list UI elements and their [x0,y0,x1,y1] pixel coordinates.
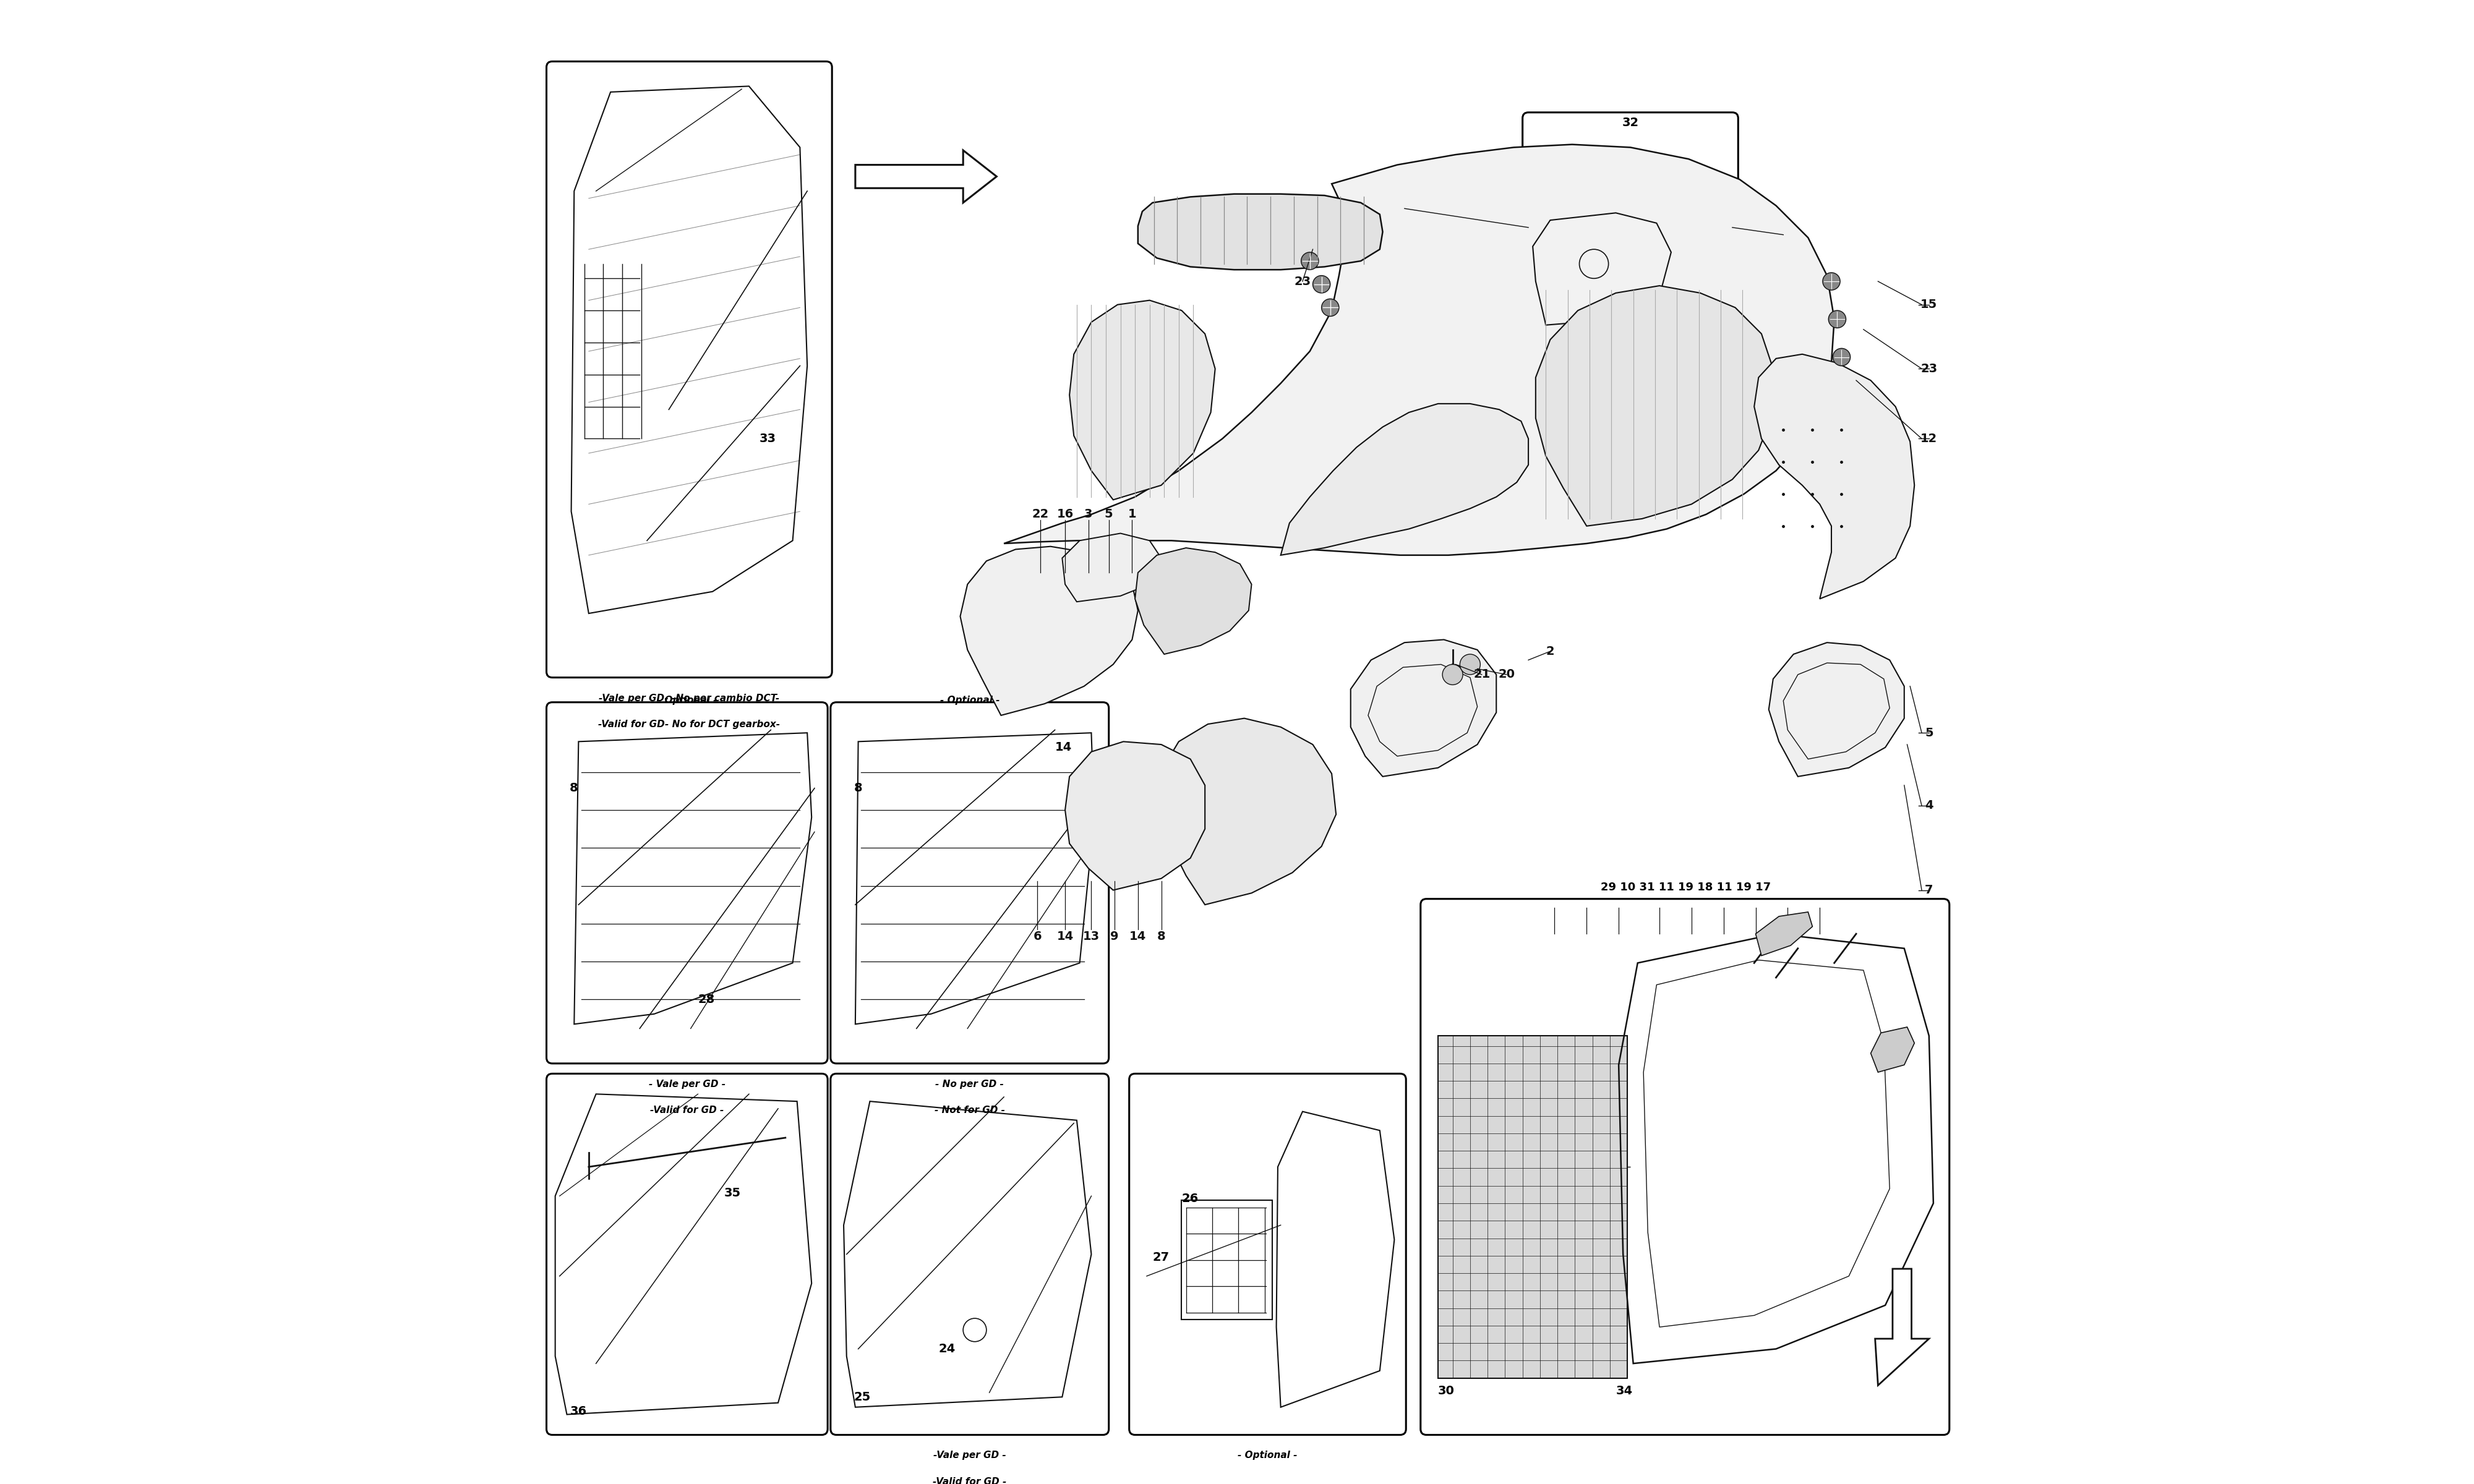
Text: 32: 32 [1623,117,1638,129]
Polygon shape [1069,300,1215,500]
Circle shape [1314,276,1331,292]
FancyBboxPatch shape [1420,899,1950,1435]
FancyBboxPatch shape [831,702,1108,1064]
Circle shape [1460,654,1479,675]
Text: 29 10 31 11 19 18 11 19 17: 29 10 31 11 19 18 11 19 17 [1601,881,1771,893]
FancyBboxPatch shape [547,1073,829,1435]
Text: 6: 6 [1034,930,1042,942]
Text: 5: 5 [1103,509,1113,521]
Text: 22: 22 [1032,509,1049,521]
Bar [1183,1201,1272,1319]
Text: 15: 15 [1920,298,1937,310]
Polygon shape [1536,286,1774,525]
Polygon shape [1282,404,1529,555]
Polygon shape [1136,548,1252,654]
Text: 23: 23 [1294,276,1311,288]
Text: 7: 7 [1925,884,1932,896]
Circle shape [1321,298,1338,316]
Circle shape [1833,349,1851,367]
Polygon shape [1138,194,1383,270]
Bar [1437,1036,1628,1379]
Text: 9: 9 [1111,930,1118,942]
Circle shape [1301,252,1319,270]
Text: - Not for GD -: - Not for GD - [935,1106,1004,1114]
Polygon shape [1004,144,1833,555]
Text: 4: 4 [1925,800,1932,812]
Text: -Valid for GD -: -Valid for GD - [651,1106,725,1114]
Text: 8: 8 [854,782,863,794]
Text: 28: 28 [698,993,715,1005]
Polygon shape [1160,718,1336,905]
Circle shape [1442,665,1462,684]
Text: 16: 16 [1056,509,1074,521]
Polygon shape [1066,742,1205,890]
Text: 24: 24 [938,1343,955,1355]
Text: 33: 33 [760,433,777,445]
Text: 34: 34 [1616,1385,1633,1396]
Text: 13: 13 [1084,930,1101,942]
Text: 36: 36 [569,1405,586,1417]
Polygon shape [1351,640,1497,776]
Polygon shape [856,150,997,203]
Polygon shape [1870,1027,1915,1073]
Text: 14: 14 [1056,930,1074,942]
Text: 14: 14 [1131,930,1145,942]
Polygon shape [1769,643,1905,776]
Text: - Optional -: - Optional - [1237,1451,1296,1460]
Text: - Optional -: - Optional - [940,696,999,705]
Text: - No per GD -: - No per GD - [935,1079,1004,1089]
Text: 14: 14 [1054,742,1071,754]
Text: 8: 8 [569,782,579,794]
Circle shape [1823,273,1841,289]
Text: -Valid for GD- No for DCT gearbox-: -Valid for GD- No for DCT gearbox- [599,720,779,729]
Text: 25: 25 [854,1391,871,1402]
Text: 1: 1 [1128,509,1136,521]
Text: 20: 20 [1499,669,1514,681]
Text: 21: 21 [1475,669,1489,681]
FancyBboxPatch shape [831,1073,1108,1435]
Text: -Valid for GD -: -Valid for GD - [933,1477,1007,1484]
FancyBboxPatch shape [547,61,831,678]
Circle shape [1828,310,1846,328]
Polygon shape [1754,355,1915,600]
Text: 26: 26 [1183,1193,1197,1205]
Polygon shape [1757,913,1813,956]
Text: 23: 23 [1920,364,1937,374]
FancyBboxPatch shape [1128,1073,1405,1435]
FancyBboxPatch shape [547,702,829,1064]
Text: 12: 12 [1920,433,1937,445]
Polygon shape [1061,533,1160,603]
Text: 30: 30 [1437,1385,1455,1396]
Polygon shape [1875,1269,1930,1386]
Text: 2: 2 [1546,646,1554,657]
Text: 27: 27 [1153,1251,1170,1263]
Text: 3: 3 [1084,509,1094,521]
Polygon shape [960,546,1138,715]
Text: - Optional -: - Optional - [658,696,717,705]
Text: - Vale per GD -: - Vale per GD - [648,1079,725,1089]
Text: 5: 5 [1925,727,1932,739]
Text: 8: 8 [1158,930,1165,942]
FancyBboxPatch shape [1522,113,1739,343]
Text: -Vale per GD- -No per cambio DCT-: -Vale per GD- -No per cambio DCT- [599,693,779,703]
Text: -Vale per GD -: -Vale per GD - [933,1451,1007,1460]
Text: 35: 35 [725,1187,742,1199]
